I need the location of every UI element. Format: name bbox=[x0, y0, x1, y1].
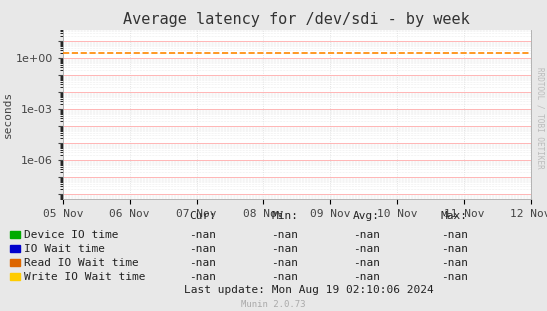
Text: -nan: -nan bbox=[353, 230, 380, 240]
Text: -nan: -nan bbox=[353, 244, 380, 254]
Text: Device IO time: Device IO time bbox=[24, 230, 118, 240]
Text: -nan: -nan bbox=[271, 244, 298, 254]
Title: Average latency for /dev/sdi - by week: Average latency for /dev/sdi - by week bbox=[124, 12, 470, 27]
Text: IO Wait time: IO Wait time bbox=[24, 244, 104, 254]
Text: Munin 2.0.73: Munin 2.0.73 bbox=[241, 300, 306, 309]
Text: -nan: -nan bbox=[441, 258, 468, 268]
Text: -nan: -nan bbox=[441, 272, 468, 282]
Text: RRDTOOL / TOBI OETIKER: RRDTOOL / TOBI OETIKER bbox=[536, 67, 544, 169]
Text: Avg:: Avg: bbox=[353, 211, 380, 221]
Text: Cur:: Cur: bbox=[189, 211, 216, 221]
Text: -nan: -nan bbox=[271, 272, 298, 282]
Text: Last update: Mon Aug 19 02:10:06 2024: Last update: Mon Aug 19 02:10:06 2024 bbox=[184, 285, 434, 295]
Text: Min:: Min: bbox=[271, 211, 298, 221]
Text: -nan: -nan bbox=[189, 230, 216, 240]
Text: -nan: -nan bbox=[353, 272, 380, 282]
Text: -nan: -nan bbox=[189, 258, 216, 268]
Text: Write IO Wait time: Write IO Wait time bbox=[24, 272, 145, 282]
Text: -nan: -nan bbox=[189, 244, 216, 254]
Y-axis label: seconds: seconds bbox=[3, 91, 13, 138]
Text: -nan: -nan bbox=[441, 230, 468, 240]
Text: -nan: -nan bbox=[271, 258, 298, 268]
Text: -nan: -nan bbox=[189, 272, 216, 282]
Text: -nan: -nan bbox=[353, 258, 380, 268]
Text: -nan: -nan bbox=[441, 244, 468, 254]
Text: Read IO Wait time: Read IO Wait time bbox=[24, 258, 138, 268]
Text: Max:: Max: bbox=[441, 211, 468, 221]
Text: -nan: -nan bbox=[271, 230, 298, 240]
